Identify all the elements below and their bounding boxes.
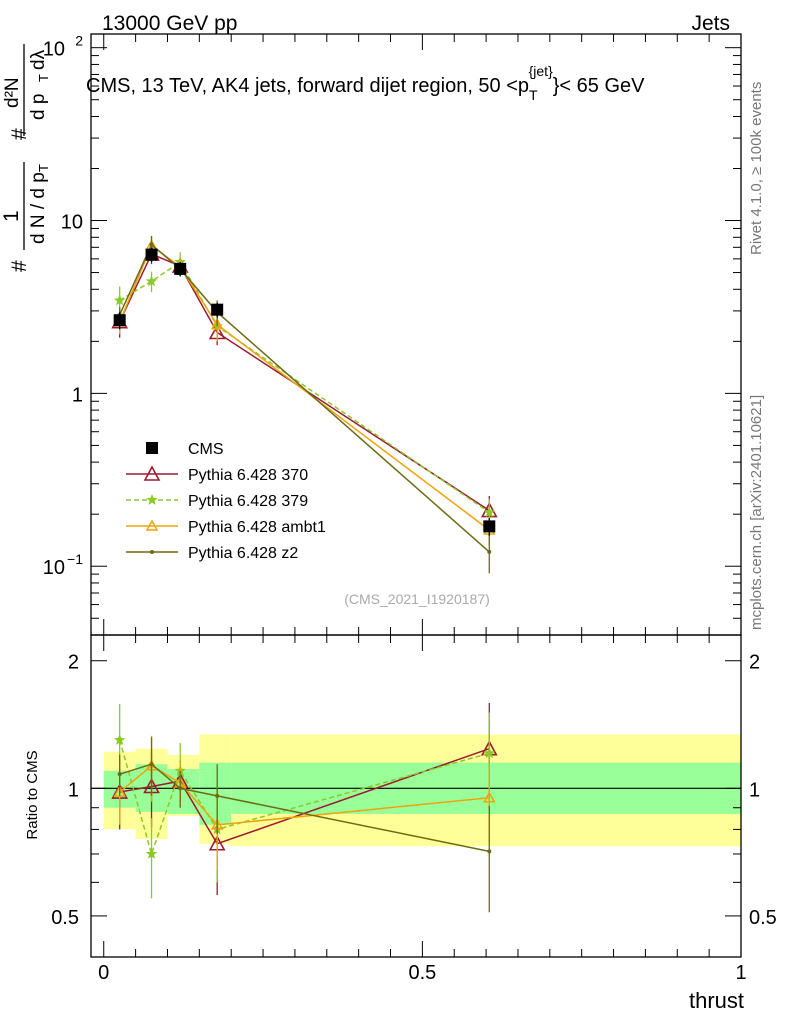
data-point: [114, 294, 126, 306]
legend-label: Pythia 6.428 ambt1: [188, 519, 326, 536]
y-tick-label: 10: [43, 557, 65, 579]
ratio-point: [114, 734, 126, 745]
data-point: [149, 242, 154, 247]
svg-text:T: T: [36, 74, 51, 82]
ratio-point: [178, 786, 183, 791]
svg-text:d p: d p: [28, 94, 49, 120]
ratio-y-tick-label-right: 1: [749, 779, 760, 801]
legend-entry-2: Pythia 6.428 379: [126, 493, 308, 510]
svg-text:T: T: [36, 164, 51, 172]
data-point: [145, 248, 158, 261]
main-plot-marks: [111, 235, 498, 574]
legend-marker: [146, 442, 158, 454]
svg-text:d²N: d²N: [2, 77, 23, 108]
legend-marker: [143, 465, 161, 481]
chart-title: CMS, 13 TeV, AK4 jets, forward dijet reg…: [86, 63, 645, 103]
legend-marker: [146, 494, 158, 505]
rivet-label: Rivet 4.1.0, ≥ 100k events: [748, 82, 765, 255]
svg-text:#: #: [8, 128, 31, 140]
data-point: [483, 520, 496, 533]
x-axis-label: thrust: [689, 988, 744, 1013]
ratio-point: [117, 772, 122, 777]
y-tick-exponent: 2: [75, 33, 83, 49]
legend-entry-3: Pythia 6.428 ambt1: [126, 519, 326, 536]
legend-label: Pythia 6.428 z2: [188, 545, 298, 562]
ratio-y-tick-label: 1: [68, 779, 79, 801]
data-point: [113, 314, 126, 327]
legend-label: CMS: [188, 441, 224, 458]
y-axis-label: # 1 d N / d p T # d²N d p T dλ: [0, 44, 51, 272]
svg-text:dλ: dλ: [28, 49, 49, 70]
x-tick-label: 1: [735, 962, 746, 984]
ratio-frame: [90, 634, 742, 958]
ratio-line: [118, 739, 490, 857]
legend-marker: [150, 550, 154, 554]
legend-entry-4: Pythia 6.428 z2: [126, 545, 298, 562]
data-point: [211, 303, 224, 316]
data-point: [487, 549, 492, 554]
legend-label: Pythia 6.428 370: [188, 467, 308, 484]
data-point: [210, 318, 224, 330]
y-tick-label: 10: [43, 39, 65, 61]
ratio-y-label: Ratio to CMS: [24, 750, 41, 839]
legend: CMS Pythia 6.428 370 Pythia 6.428 379 Pythi…: [126, 441, 326, 562]
ratio-y-tick-label-right: 0.5: [749, 907, 777, 929]
analysis-watermark: (CMS_2021_I1920187): [344, 591, 490, 607]
legend-label: Pythia 6.428 379: [188, 493, 308, 510]
x-tick-label: 0.5: [408, 962, 436, 984]
ratio-series-4: [117, 737, 492, 913]
series-line: [119, 261, 490, 513]
svg-text:#: #: [8, 260, 31, 272]
y-tick-label: 1: [72, 384, 83, 406]
svg-text:1: 1: [0, 210, 23, 222]
ratio-point: [215, 793, 220, 798]
svg-text:d N / d p: d N / d p: [28, 172, 49, 244]
ratio-point: [149, 762, 154, 767]
header-left: 13000 GeV pp: [102, 12, 237, 35]
ratio-point: [145, 848, 158, 859]
data-point: [145, 275, 158, 287]
header-right: Jets: [691, 12, 730, 35]
mcplots-label: mcplots.cern.ch [arXiv:2401.10621]: [748, 395, 765, 630]
ratio-y-tick-label: 0.5: [51, 907, 79, 929]
legend-entry-data: CMS: [146, 441, 224, 458]
data-point: [174, 262, 187, 275]
y-tick-exponent: −1: [67, 551, 83, 567]
ratio-point: [483, 791, 496, 803]
legend-marker: [145, 519, 159, 531]
series-data: [113, 247, 496, 536]
ratio-y-tick-label-right: 2: [749, 652, 760, 674]
ratio-point: [113, 785, 126, 797]
ratio-point: [483, 747, 495, 759]
ratio-y-tick-label: 2: [68, 652, 79, 674]
y-tick-label: 10: [61, 212, 83, 234]
legend-entry-1: Pythia 6.428 370: [126, 465, 308, 484]
ratio-point: [487, 849, 492, 854]
data-point: [483, 506, 495, 518]
x-tick-label: 0: [98, 962, 109, 984]
ratio-plot-marks: [111, 702, 498, 913]
